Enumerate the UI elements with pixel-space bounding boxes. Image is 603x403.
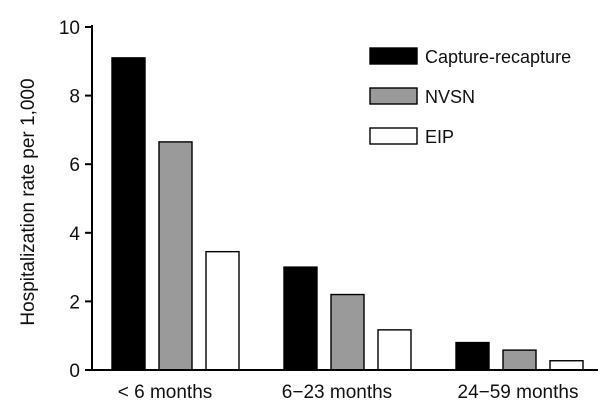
bar-capture-recapture-1 xyxy=(283,266,318,371)
x-tick-label-2: 24−59 months xyxy=(458,382,579,403)
legend-label-1: NVSN xyxy=(425,87,475,107)
bar-nvsn-1 xyxy=(330,293,365,371)
y-tick-label-6: 6 xyxy=(69,155,80,176)
bar-nvsn-2 xyxy=(502,349,537,371)
axes: 0 2 4 6 8 10 < 6 months 6−23 months 24−59 months xyxy=(59,18,598,403)
bar-eip-2 xyxy=(549,360,584,371)
legend-label-0: Capture-recapture xyxy=(425,47,571,67)
y-tick-label-2: 2 xyxy=(69,292,80,313)
bar-capture-recapture-0 xyxy=(111,57,146,371)
y-tick-label-4: 4 xyxy=(69,224,80,245)
legend-swatch-1 xyxy=(369,87,418,105)
y-axis-label: Hospitalization rate per 1,000 xyxy=(18,78,39,325)
y-tick-label-10: 10 xyxy=(59,18,80,39)
bar-capture-recapture-2 xyxy=(455,341,490,371)
y-tick-label-0: 0 xyxy=(69,361,80,382)
bar-nvsn-0 xyxy=(158,141,193,371)
bar-eip-0 xyxy=(205,250,240,371)
x-tick-label-0: < 6 months xyxy=(118,382,213,403)
legend-swatch-0 xyxy=(369,47,418,65)
legend-label-2: EIP xyxy=(425,127,454,147)
x-tick-label-1: 6−23 months xyxy=(282,382,392,403)
bar-eip-1 xyxy=(377,329,412,371)
legend-swatch-2 xyxy=(369,127,418,145)
plot-area xyxy=(111,57,584,371)
legend: Capture-recapture NVSN EIP xyxy=(369,47,571,147)
y-tick-label-8: 8 xyxy=(69,87,80,108)
